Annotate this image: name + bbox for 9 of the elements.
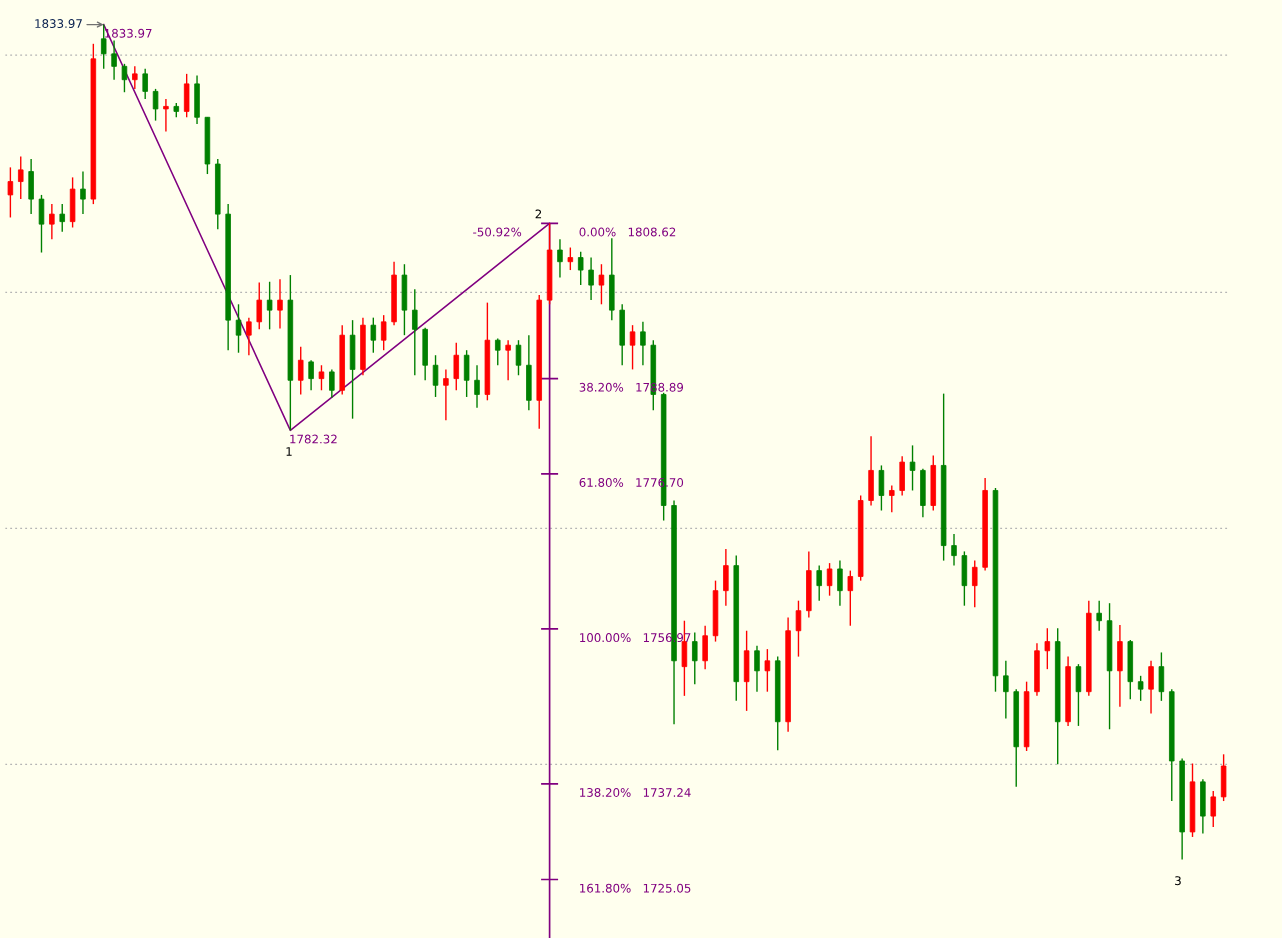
annotation: 2	[535, 209, 542, 219]
annotation: -50.92%	[473, 227, 522, 237]
text: 3	[1175, 876, 1181, 886]
annotation: 138.20% 1737.24	[580, 788, 691, 797]
text: 161.80% 1725.05	[580, 883, 691, 893]
annotation: 1	[286, 447, 292, 456]
annotation: 1782.32	[290, 434, 337, 444]
annotation: 0.00% 1808.62	[579, 227, 676, 237]
annotation: 1833.97	[35, 19, 82, 29]
